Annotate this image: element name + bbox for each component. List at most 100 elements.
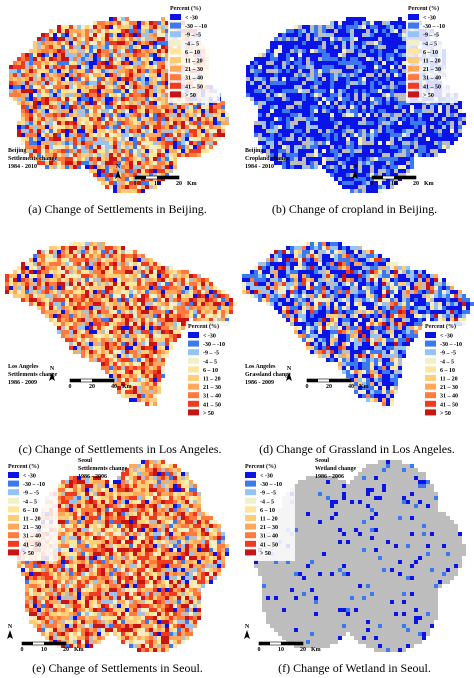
legend-swatch [170,91,181,98]
scale-label: 40 [348,384,354,390]
legend-label: > 50 [440,411,451,417]
legend-swatch [8,532,19,539]
legend-swatch [245,549,256,556]
north-arrow [49,372,55,381]
caption: (a) Change of Settlements in Beijing. [28,202,207,216]
map-cells [242,242,462,406]
map-cells [5,246,233,398]
map-cells [9,17,229,193]
legend-swatch [8,489,19,496]
north-arrow [352,170,358,179]
scale-bar-fill [372,176,383,179]
legend-label: -9 – -5 [23,491,39,497]
scale-label: 0 [258,647,261,653]
map-cells [254,460,462,652]
scale-label: 10 [278,647,284,653]
legend-label: -9 – -5 [185,33,201,39]
map-background [254,460,466,652]
north-arrow [244,630,250,639]
legend-label: 41 – 50 [185,84,203,90]
legend-title: Percent (%) [8,463,39,470]
scale-label: 0 [21,647,24,653]
north-label: N [353,164,358,170]
scale-bar-fill [329,379,351,382]
legend-label: -4 – 5 [440,359,454,365]
scale-bar-fill [92,379,114,382]
map-cells [258,254,462,402]
map-label: Los Angeles [245,364,276,370]
legend-label: < -30 [423,16,436,22]
scale-label: Km [424,181,434,187]
legend-swatch [245,472,256,478]
map-panel: Percent (%) < -30 -30 – -10 -9 – -5 -4 – 5 6 … [245,3,466,216]
legend-label: 41 – 50 [203,402,221,408]
map-label: 1984 - 2010 [245,164,274,170]
legend-label: 11 – 20 [423,59,441,65]
map-cells [21,21,217,185]
legend-swatch [408,48,419,55]
legend-label: 21 – 30 [185,67,203,73]
legend-swatch [188,392,199,399]
map-panel: Percent (%) < -30 -30 – -10 -9 – -5 -4 – 5 6 … [5,242,238,456]
legend-label: 21 – 30 [23,525,41,531]
scale-label: Km [74,647,84,653]
legend-swatch [245,540,256,547]
scale-label: 20 [89,384,95,390]
legend-swatch [408,39,419,46]
legend-title: Percent (%) [408,5,439,12]
map-cells [17,460,225,648]
legend-label: -9 – -5 [423,33,439,39]
legend-swatch [188,400,199,407]
legend-swatch [170,22,181,29]
north-label: N [50,366,55,372]
legend-label: 21 – 30 [440,385,458,391]
legend-swatch [245,506,256,513]
map-label: Settlements change [8,156,57,162]
map-label: Seoul [315,458,329,464]
legend-label: 21 – 30 [203,385,221,391]
north-arrow [7,630,13,639]
legend-label: -30 – -10 [23,482,45,488]
legend-title: Percent (%) [170,5,201,12]
legend-swatch [170,57,181,63]
legend-label: -30 – -10 [423,24,445,30]
scale-label: Km [359,384,369,390]
map-panel: Percent (%) < -30 -30 – -10 -9 – -5 -4 – 5 6 … [242,242,474,456]
scale-label: Km [187,181,197,187]
scale-bar-fill [307,379,318,382]
map-cells [17,460,221,652]
legend-swatch [245,489,256,496]
scale-bar-fill [70,379,81,382]
legend-swatch [425,340,436,347]
legend-label: < -30 [23,474,36,480]
legend-label: 31 – 40 [440,394,458,400]
legend-swatch [8,540,19,547]
caption: (f) Change of Wetland in Seoul. [278,661,431,675]
scale-bar-fill [157,176,179,179]
legend-swatch [188,340,199,347]
scale-label: Km [311,647,321,653]
map-cells [242,250,454,386]
scale-label: 40 [111,384,117,390]
map-label: Cropland change [245,156,289,162]
legend-label: -9 – -5 [203,351,219,357]
legend-label: > 50 [185,93,196,99]
scale-label: Km [122,384,132,390]
legend-label: 41 – 50 [423,84,441,90]
scale-label: 0 [69,384,72,390]
legend-label: -4 – 5 [203,359,217,365]
legend-label: -30 – -10 [260,482,282,488]
legend-swatch [408,57,419,63]
legend-label: 41 – 50 [23,542,41,548]
legend-swatch [245,497,256,504]
legend-swatch [245,523,256,530]
legend-label: 31 – 40 [260,534,278,540]
legend-label: 6 – 10 [203,368,218,374]
legend-swatch [425,332,436,338]
scale-label: 20 [176,181,182,187]
legend-swatch [8,549,19,556]
map-cells [9,242,225,406]
map-background [25,460,225,648]
map-cells [9,17,221,181]
legend-label: < -30 [440,334,453,340]
